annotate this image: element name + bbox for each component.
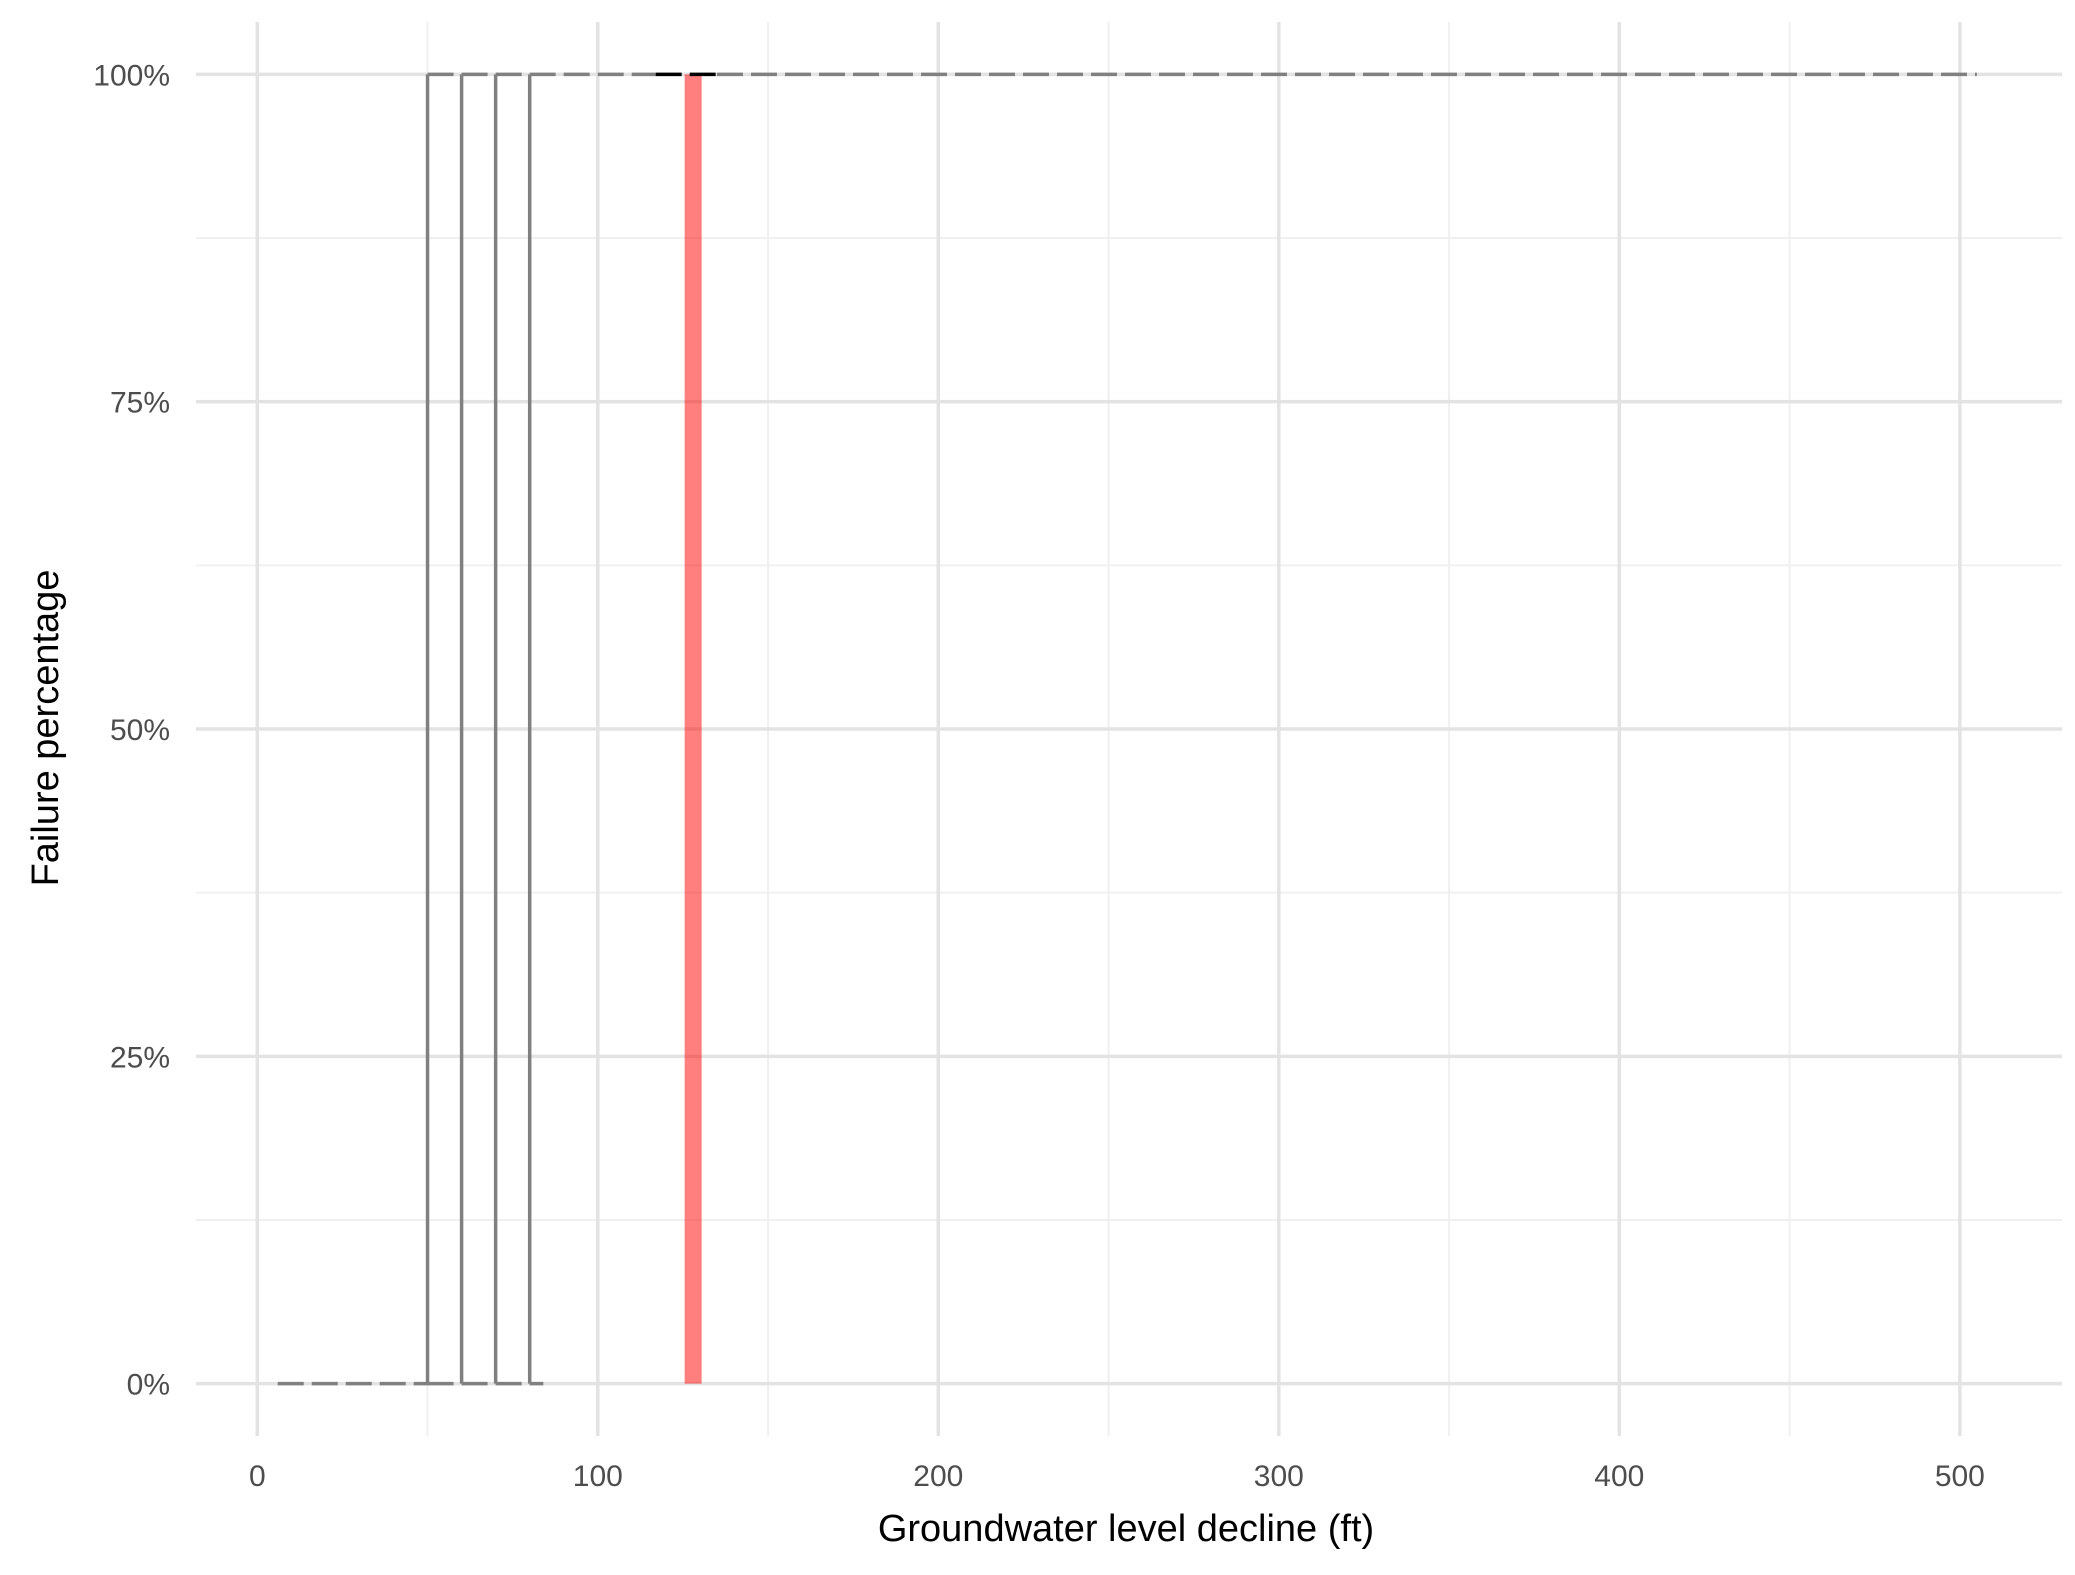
y-tick-label: 100% [93, 59, 170, 92]
x-tick-label: 500 [1935, 1460, 1985, 1493]
x-tick-label: 0 [249, 1460, 266, 1493]
x-tick-label: 400 [1594, 1460, 1644, 1493]
y-tick-label: 50% [110, 714, 170, 747]
y-tick-label: 25% [110, 1041, 170, 1074]
x-tick-label: 300 [1254, 1460, 1304, 1493]
plot-marks [277, 72, 1977, 1386]
grid [196, 22, 2062, 1436]
y-axis-title: Failure percentage [25, 570, 67, 887]
x-axis-title: Groundwater level decline (ft) [878, 1508, 1374, 1550]
axes: 0 100 200 300 400 500 0% 25% 50% 75% 100% [93, 59, 1985, 1493]
y-tick-label: 75% [110, 387, 170, 420]
y-tick-label: 0% [127, 1369, 170, 1402]
highlight-band [684, 74, 702, 1384]
x-tick-label: 200 [913, 1460, 963, 1493]
x-tick-label: 100 [573, 1460, 623, 1493]
